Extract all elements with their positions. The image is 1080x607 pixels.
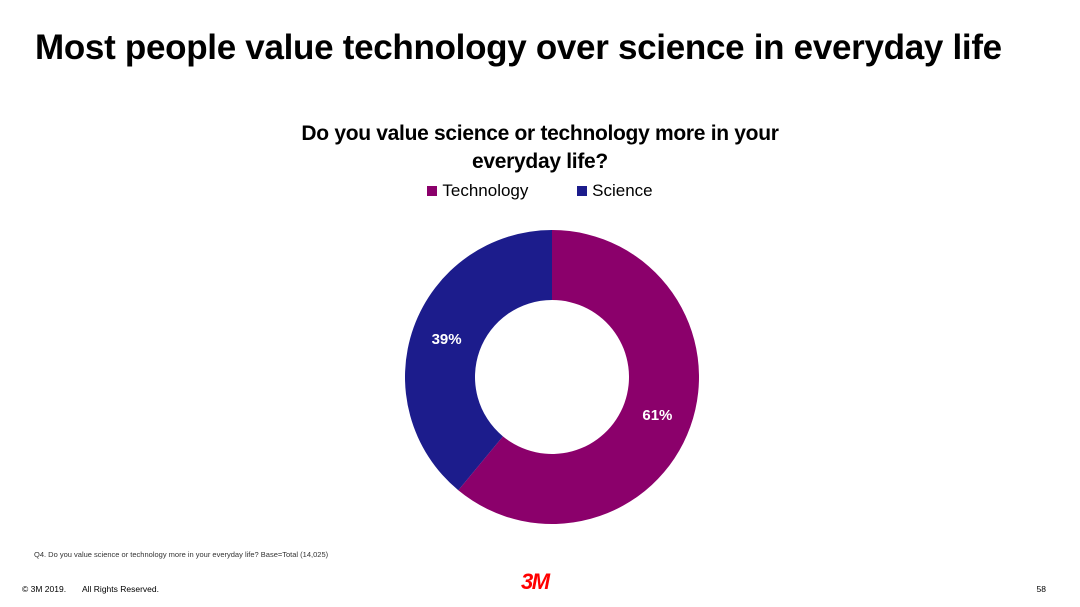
legend-swatch-technology [427,186,438,196]
page-number: 58 [1036,584,1046,594]
data-label-science: 39% [432,331,462,348]
3m-logo: 3M [521,569,550,594]
donut-chart: 61% 39% [405,230,700,524]
legend-item-technology: Technology [427,181,528,201]
donut-slice-technology [458,230,700,524]
slide-title: Most people value technology over scienc… [35,28,1002,67]
legend-swatch-science [577,186,588,196]
rights-text: All Rights Reserved. [81,584,159,594]
chart-legend: Technology Science [0,181,1080,201]
legend-item-science: Science [577,181,653,201]
data-label-technology: 61% [642,407,672,424]
legend-label-science: Science [592,181,653,200]
chart-title: Do you value science or technology more … [301,122,779,173]
legend-label-technology: Technology [442,181,529,200]
copyright-text: © 3M 2019. [22,584,67,594]
copyright: © 3M 2019. All Rights Reserved. [22,584,173,594]
footnote: Q4. Do you value science or technology m… [34,550,329,559]
donut-slice-science [405,230,552,491]
